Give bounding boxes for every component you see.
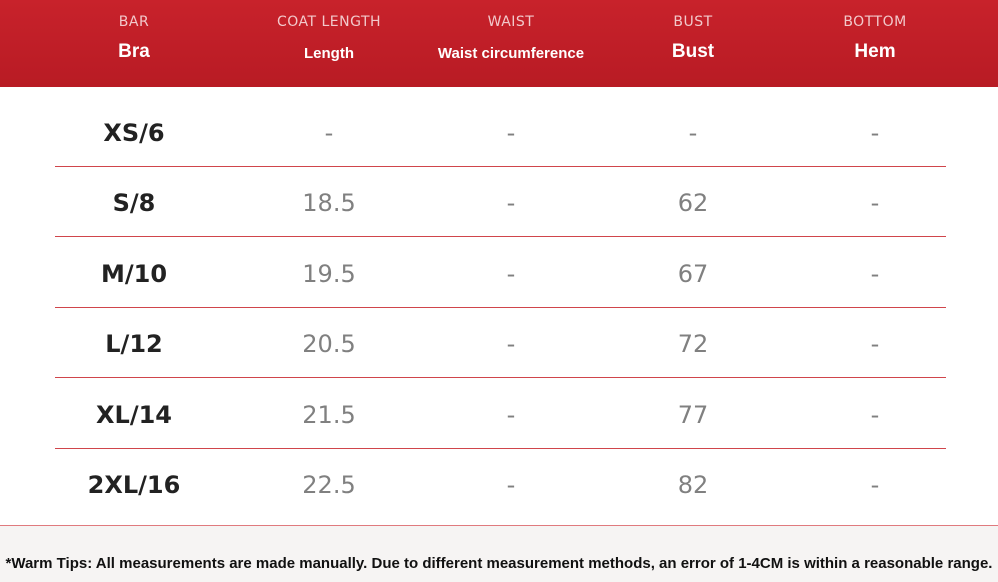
column-code: BOTTOM [843,14,907,30]
column-code: COAT LENGTH [276,14,382,30]
size-cell: L/12 [105,330,163,359]
measure-cell: - [870,259,880,288]
measure-cell: - [870,400,880,429]
column-label: Bra [118,41,150,62]
column-label: Bust [671,41,715,62]
column-label: Waist circumference [437,45,585,62]
measure-cell: 21.5 [302,400,356,429]
measure-cell: - [870,189,880,218]
measure-cell: 77 [677,400,709,429]
measure-cell: 20.5 [302,330,356,359]
measure-cell: 18.5 [302,189,356,218]
measure-cell: - [506,259,516,288]
measure-cell: - [870,471,880,499]
measure-cell: - [506,400,516,429]
column-code: BAR [118,14,150,30]
size-cell: XL/14 [96,400,172,429]
row-divider [55,448,946,449]
measure-cell: 72 [677,330,709,359]
row-divider [55,377,946,378]
measure-cell: - [506,119,516,147]
measure-cell: 67 [677,259,709,288]
row-divider [55,307,946,308]
measure-cell: 22.5 [302,471,356,499]
measure-cell: - [506,330,516,359]
column-code: BUST [673,14,713,30]
column-label: Hem [854,41,896,62]
measure-cell: 19.5 [302,259,356,288]
measure-cell: - [870,330,880,359]
size-cell: M/10 [100,259,168,288]
row-divider [55,236,946,237]
measure-cell: - [506,189,516,218]
measure-cell: 82 [677,471,709,499]
table-header: BAR Bra COAT LENGTH Length WAIST Waist circum… [0,0,998,87]
size-cell: S/8 [112,189,156,218]
column-code: WAIST [487,14,535,30]
size-cell: XS/6 [103,119,165,147]
measure-cell: - [506,471,516,499]
measure-cell: - [870,119,880,147]
footer: *Warm Tips: All measurements are made ma… [0,525,998,582]
size-cell: 2XL/16 [87,471,181,499]
warm-tip: *Warm Tips: All measurements are made ma… [5,555,993,572]
measure-cell: - [324,119,334,147]
measure-cell: - [688,119,698,147]
row-divider [55,166,946,167]
column-label: Length [304,45,354,62]
measure-cell: 62 [677,189,709,218]
